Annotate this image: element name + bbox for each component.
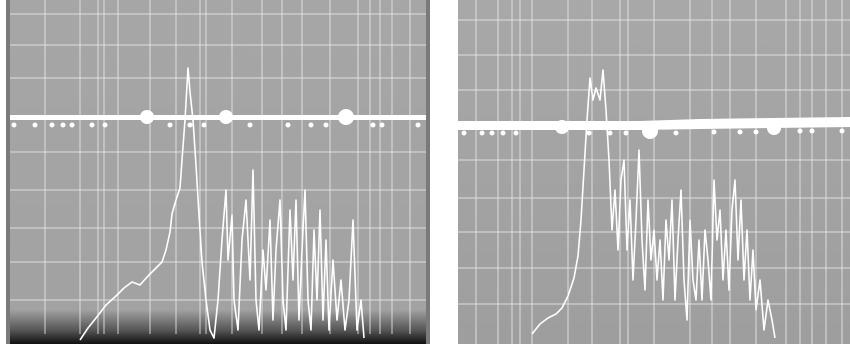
left-screen: [6, 0, 430, 344]
screenshot: [0, 0, 850, 344]
page: [0, 0, 850, 344]
reference-line: [10, 115, 426, 120]
screen-edge: [6, 0, 10, 344]
right-screen: [458, 0, 850, 344]
screen-edge: [426, 0, 430, 344]
